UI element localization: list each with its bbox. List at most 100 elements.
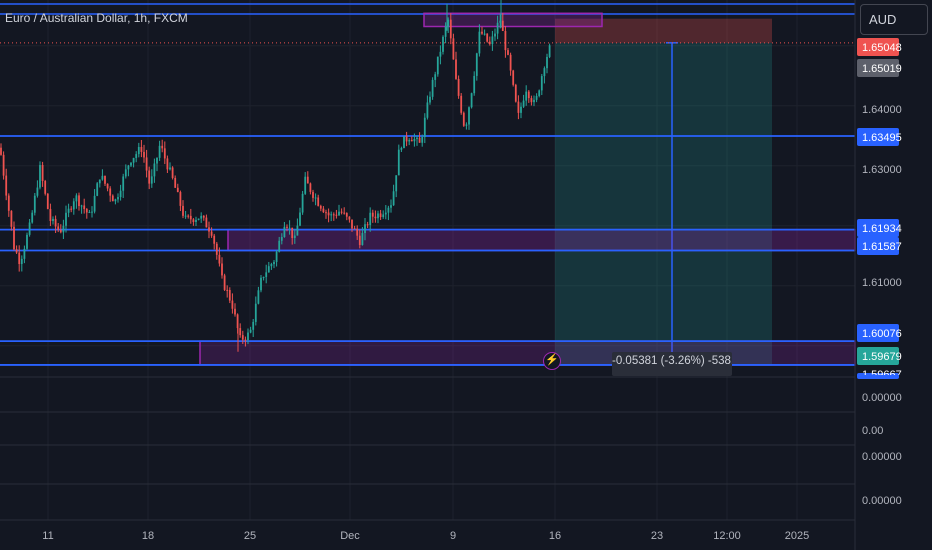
price-tag-reference bbox=[857, 59, 899, 77]
price-tag-label: 1.61934 bbox=[862, 223, 902, 235]
candle bbox=[143, 151, 145, 158]
candle bbox=[257, 290, 260, 304]
candle bbox=[166, 158, 169, 170]
candle bbox=[392, 191, 395, 206]
candle bbox=[400, 148, 403, 150]
candle bbox=[395, 175, 398, 192]
candle bbox=[538, 90, 541, 96]
candle bbox=[494, 33, 496, 37]
time-axis-tick: 18 bbox=[142, 530, 154, 542]
candle bbox=[374, 216, 377, 219]
candle bbox=[434, 74, 437, 80]
candle bbox=[174, 177, 177, 188]
candle bbox=[96, 183, 99, 196]
candle bbox=[283, 226, 286, 237]
candle bbox=[31, 212, 34, 223]
candle bbox=[442, 36, 444, 52]
indicator-value-label: 0.00 bbox=[862, 425, 883, 437]
candle bbox=[504, 31, 507, 51]
candle bbox=[486, 33, 489, 42]
time-axis-tick: 11 bbox=[42, 530, 53, 542]
candle bbox=[26, 234, 28, 249]
candle bbox=[182, 205, 184, 216]
candle bbox=[36, 187, 39, 196]
candle bbox=[41, 165, 44, 181]
candle bbox=[197, 218, 200, 220]
candle bbox=[330, 214, 333, 216]
candle bbox=[449, 19, 452, 39]
candle bbox=[447, 19, 450, 27]
candle bbox=[439, 51, 442, 57]
candle bbox=[111, 195, 114, 202]
lightning-icon[interactable]: ⚡ bbox=[543, 352, 561, 370]
candle bbox=[119, 190, 122, 198]
candle bbox=[202, 215, 205, 218]
candle bbox=[444, 26, 447, 37]
candle bbox=[80, 205, 83, 207]
candle bbox=[161, 145, 164, 149]
indicator-value-label: 0.00000 bbox=[862, 392, 902, 404]
candle bbox=[169, 167, 171, 170]
candle bbox=[13, 226, 15, 250]
candle bbox=[18, 252, 21, 265]
candle bbox=[465, 124, 468, 126]
candle bbox=[483, 33, 486, 35]
candle bbox=[413, 139, 416, 142]
candle bbox=[335, 214, 338, 216]
currency-button[interactable]: AUD bbox=[860, 4, 928, 35]
candle bbox=[249, 329, 252, 333]
indicator-value-label: 0.00000 bbox=[862, 495, 902, 507]
candle bbox=[390, 205, 392, 208]
candle bbox=[548, 45, 551, 57]
candle bbox=[525, 91, 528, 101]
candle bbox=[543, 68, 546, 77]
candle bbox=[517, 101, 520, 113]
candle bbox=[530, 98, 533, 103]
candle bbox=[325, 212, 327, 214]
price-tag-level bbox=[857, 128, 899, 146]
candle bbox=[501, 20, 504, 32]
candle bbox=[244, 339, 247, 341]
candle bbox=[410, 140, 413, 142]
candle bbox=[301, 193, 304, 213]
price-tag-level bbox=[857, 219, 899, 237]
candle bbox=[535, 95, 538, 100]
candle bbox=[291, 227, 294, 239]
candle bbox=[273, 261, 275, 265]
candle bbox=[122, 176, 125, 191]
candle bbox=[247, 332, 249, 341]
candle bbox=[5, 175, 8, 196]
candle bbox=[343, 212, 346, 214]
candle bbox=[475, 53, 478, 76]
candle bbox=[371, 212, 374, 217]
candle bbox=[382, 214, 385, 218]
candle bbox=[481, 31, 483, 34]
candle bbox=[187, 215, 190, 217]
candle bbox=[496, 22, 499, 34]
candle bbox=[452, 38, 455, 60]
candle bbox=[421, 137, 424, 143]
candle bbox=[509, 54, 512, 71]
candle bbox=[153, 163, 156, 177]
candle bbox=[158, 145, 161, 158]
candle bbox=[379, 213, 382, 218]
candle bbox=[137, 147, 140, 155]
candle bbox=[322, 208, 325, 213]
candle bbox=[514, 84, 517, 102]
candle bbox=[145, 157, 148, 171]
candle bbox=[327, 212, 330, 216]
candle bbox=[488, 41, 491, 45]
candle bbox=[338, 211, 340, 216]
candle bbox=[332, 214, 335, 216]
candle bbox=[23, 248, 26, 259]
candle bbox=[408, 140, 411, 142]
time-axis-tick: 2025 bbox=[785, 530, 809, 542]
candle bbox=[436, 56, 439, 75]
candle bbox=[293, 235, 296, 239]
candle bbox=[457, 78, 460, 96]
candle bbox=[179, 192, 182, 206]
candle bbox=[473, 75, 476, 94]
price-tag-level bbox=[857, 237, 899, 255]
